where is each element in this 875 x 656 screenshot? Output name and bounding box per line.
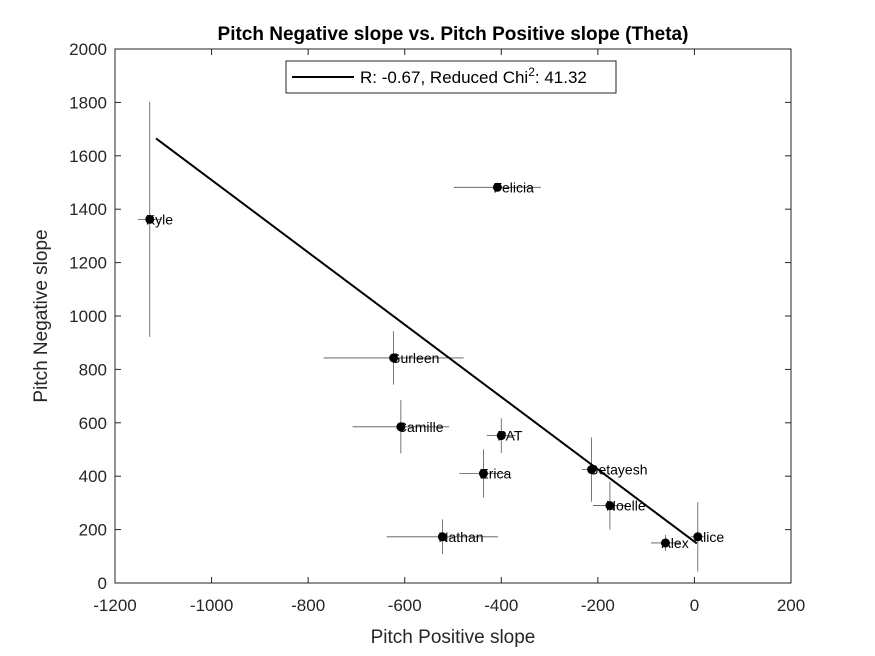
y-axis-label: Pitch Negative slope <box>31 229 52 402</box>
legend-superscript: 2 <box>528 65 535 79</box>
data-point <box>496 431 506 441</box>
y-tick-label: 1600 <box>69 147 107 166</box>
x-tick-label: -200 <box>581 596 615 615</box>
point-label: Gurleen <box>390 350 440 366</box>
x-tick-label: -400 <box>484 596 518 615</box>
point-label: Alex <box>661 535 688 551</box>
y-tick-label: 200 <box>79 521 107 540</box>
x-tick-label: -1000 <box>190 596 233 615</box>
point-label: PAT <box>497 428 523 444</box>
point-label: Camille <box>397 419 444 435</box>
y-tick-label: 0 <box>98 574 107 593</box>
data-point <box>145 214 155 224</box>
data-point <box>437 532 447 542</box>
point-label: Kyle <box>146 211 173 227</box>
legend-suffix: : 41.32 <box>535 68 587 87</box>
point-label: Nathan <box>438 529 483 545</box>
data-point <box>587 465 597 475</box>
axis-ticks: -1200 -1000 -800 -600 -400 -200 0 2000200400600… <box>69 40 805 615</box>
data-point <box>605 501 615 511</box>
x-tick-label: -600 <box>388 596 422 615</box>
point-label: Felicia <box>493 179 534 195</box>
data-point <box>492 182 502 192</box>
x-tick-label: 0 <box>690 596 699 615</box>
y-tick-label: 1000 <box>69 307 107 326</box>
data-point <box>396 422 406 432</box>
data-points: Kyle Felicia Gurleen Camille PAT Erica Nathan G… <box>145 179 724 551</box>
legend: R: -0.67, Reduced Chi2: 41.32 <box>285 60 617 94</box>
y-tick-label: 1200 <box>69 254 107 273</box>
legend-entry: R: -0.67, Reduced Chi2: 41.32 <box>360 65 587 87</box>
x-tick-label: -1200 <box>93 596 136 615</box>
x-tick-label: -800 <box>291 596 325 615</box>
legend-prefix: R: -0.67, Reduced Chi <box>360 68 528 87</box>
plot-area <box>114 48 792 584</box>
data-point <box>478 469 488 479</box>
y-tick-label: 600 <box>79 414 107 433</box>
data-point <box>693 532 703 542</box>
fit-line <box>155 137 698 545</box>
y-tick-label: 1400 <box>69 200 107 219</box>
y-tick-label: 800 <box>79 360 107 379</box>
x-tick-label: 200 <box>777 596 805 615</box>
x-axis-label: Pitch Positive slope <box>371 627 536 648</box>
y-tick-label: 2000 <box>69 40 107 59</box>
data-point <box>389 353 399 363</box>
y-tick-label: 400 <box>79 467 107 486</box>
point-label: Alice <box>694 529 725 545</box>
point-label: Erica <box>479 466 511 482</box>
data-point <box>660 538 670 548</box>
y-tick-label: 1800 <box>69 93 107 112</box>
chart-title: Pitch Negative slope vs. Pitch Positive … <box>218 24 689 45</box>
point-label: Getayesh <box>588 462 648 478</box>
point-label: Noelle <box>606 498 646 514</box>
legend-box <box>285 60 617 94</box>
